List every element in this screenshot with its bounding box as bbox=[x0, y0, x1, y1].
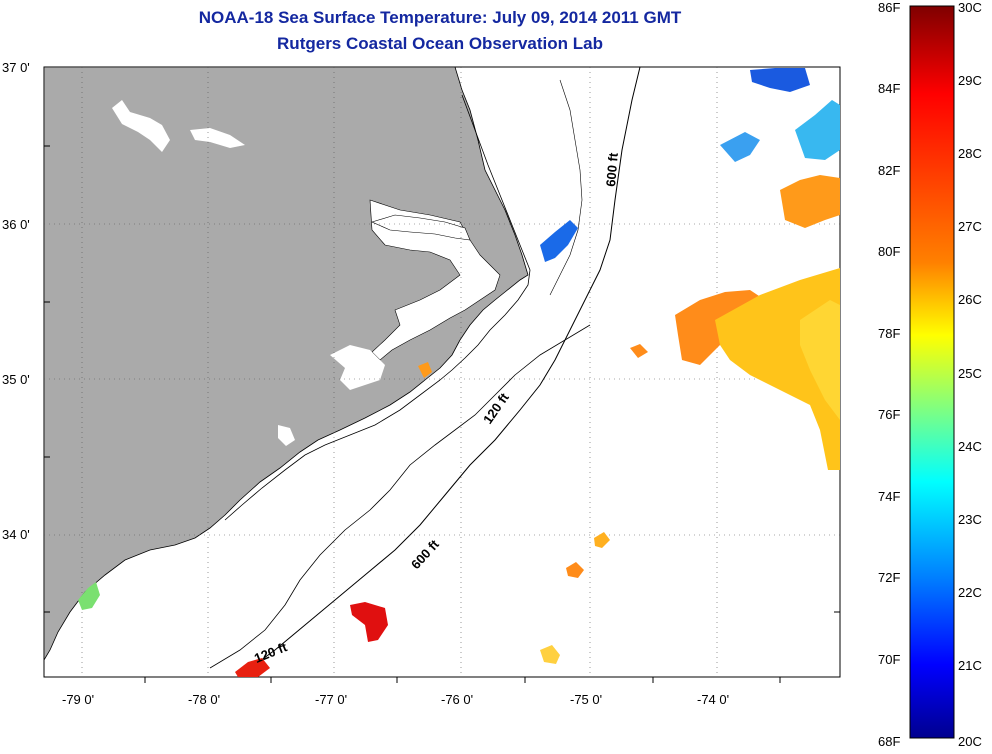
sst-patch-yellow-mid bbox=[800, 300, 840, 420]
lon-label-77: -77 0' bbox=[315, 692, 348, 707]
cb-f-70: 70F bbox=[878, 652, 901, 667]
sst-patch-red-south bbox=[350, 602, 388, 642]
cb-c-25: 25C bbox=[958, 366, 982, 381]
contour-600ft bbox=[244, 66, 641, 673]
sst-patch-orange-small bbox=[630, 344, 648, 358]
cb-c-29: 29C bbox=[958, 73, 982, 88]
contour-shelf bbox=[549, 79, 583, 296]
cb-f-72: 72F bbox=[878, 570, 901, 585]
river-2 bbox=[278, 425, 295, 446]
sst-patches bbox=[78, 68, 840, 677]
map-subtitle: Rutgers Coastal Ocean Observation Lab bbox=[277, 34, 603, 53]
sst-patch-orange-coast bbox=[418, 362, 432, 378]
contour-120ft bbox=[209, 324, 591, 669]
lat-label-35: 35 0' bbox=[2, 372, 30, 387]
cb-c-21: 21C bbox=[958, 658, 982, 673]
sst-patch-blue-coast bbox=[540, 220, 578, 262]
cb-c-22: 22C bbox=[958, 585, 982, 600]
outer-banks bbox=[439, 94, 531, 381]
cb-f-84: 84F bbox=[878, 81, 901, 96]
sst-patch-green-sw bbox=[78, 582, 100, 610]
cb-c-28: 28C bbox=[958, 146, 982, 161]
lon-label-78: -78 0' bbox=[188, 692, 221, 707]
lon-label-75: -75 0' bbox=[570, 692, 603, 707]
cb-c-23: 23C bbox=[958, 512, 982, 527]
river bbox=[330, 345, 385, 390]
cb-f-82: 82F bbox=[878, 163, 901, 178]
cb-f-76: 76F bbox=[878, 407, 901, 422]
cb-f-74: 74F bbox=[878, 489, 901, 504]
cb-c-30: 30C bbox=[958, 0, 982, 15]
lon-label-79: -79 0' bbox=[62, 692, 95, 707]
cb-f-68: 68F bbox=[878, 734, 901, 749]
pamlico-sound bbox=[369, 199, 501, 361]
lat-label-34: 34 0' bbox=[2, 527, 30, 542]
cb-c-27: 27C bbox=[958, 219, 982, 234]
coastline-south bbox=[224, 379, 441, 521]
lat-label-36: 36 0' bbox=[2, 217, 30, 232]
sst-patch-orange-s1 bbox=[566, 562, 584, 578]
sst-patch-orange-s2 bbox=[594, 532, 610, 548]
cb-f-80: 80F bbox=[878, 244, 901, 259]
lake bbox=[112, 100, 170, 152]
map-title: NOAA-18 Sea Surface Temperature: July 09… bbox=[198, 8, 682, 27]
cb-c-26: 26C bbox=[958, 292, 982, 307]
sst-patch-blue-ne bbox=[720, 132, 760, 162]
lon-label-76: -76 0' bbox=[441, 692, 474, 707]
lake-2 bbox=[190, 128, 245, 148]
colorbar bbox=[909, 5, 955, 739]
lon-label-74: -74 0' bbox=[697, 692, 730, 707]
sst-patch-blue-ne2 bbox=[750, 68, 810, 92]
sst-patch-orange-east bbox=[780, 175, 840, 228]
sst-patch-yellow-s3 bbox=[540, 645, 560, 664]
graticule bbox=[44, 67, 840, 677]
sst-patch-cyan-ne bbox=[795, 100, 840, 160]
lat-label-37: 37 0' bbox=[2, 60, 30, 75]
cb-f-78: 78F bbox=[878, 326, 901, 341]
cb-c-20: 20C bbox=[958, 734, 982, 749]
sst-patch-red-sw bbox=[235, 658, 270, 677]
cb-f-86: 86F bbox=[878, 0, 901, 15]
contour-label-600-upper: 600 ft bbox=[603, 152, 621, 188]
albemarle-sound bbox=[371, 214, 471, 241]
cb-c-24: 24C bbox=[958, 439, 982, 454]
